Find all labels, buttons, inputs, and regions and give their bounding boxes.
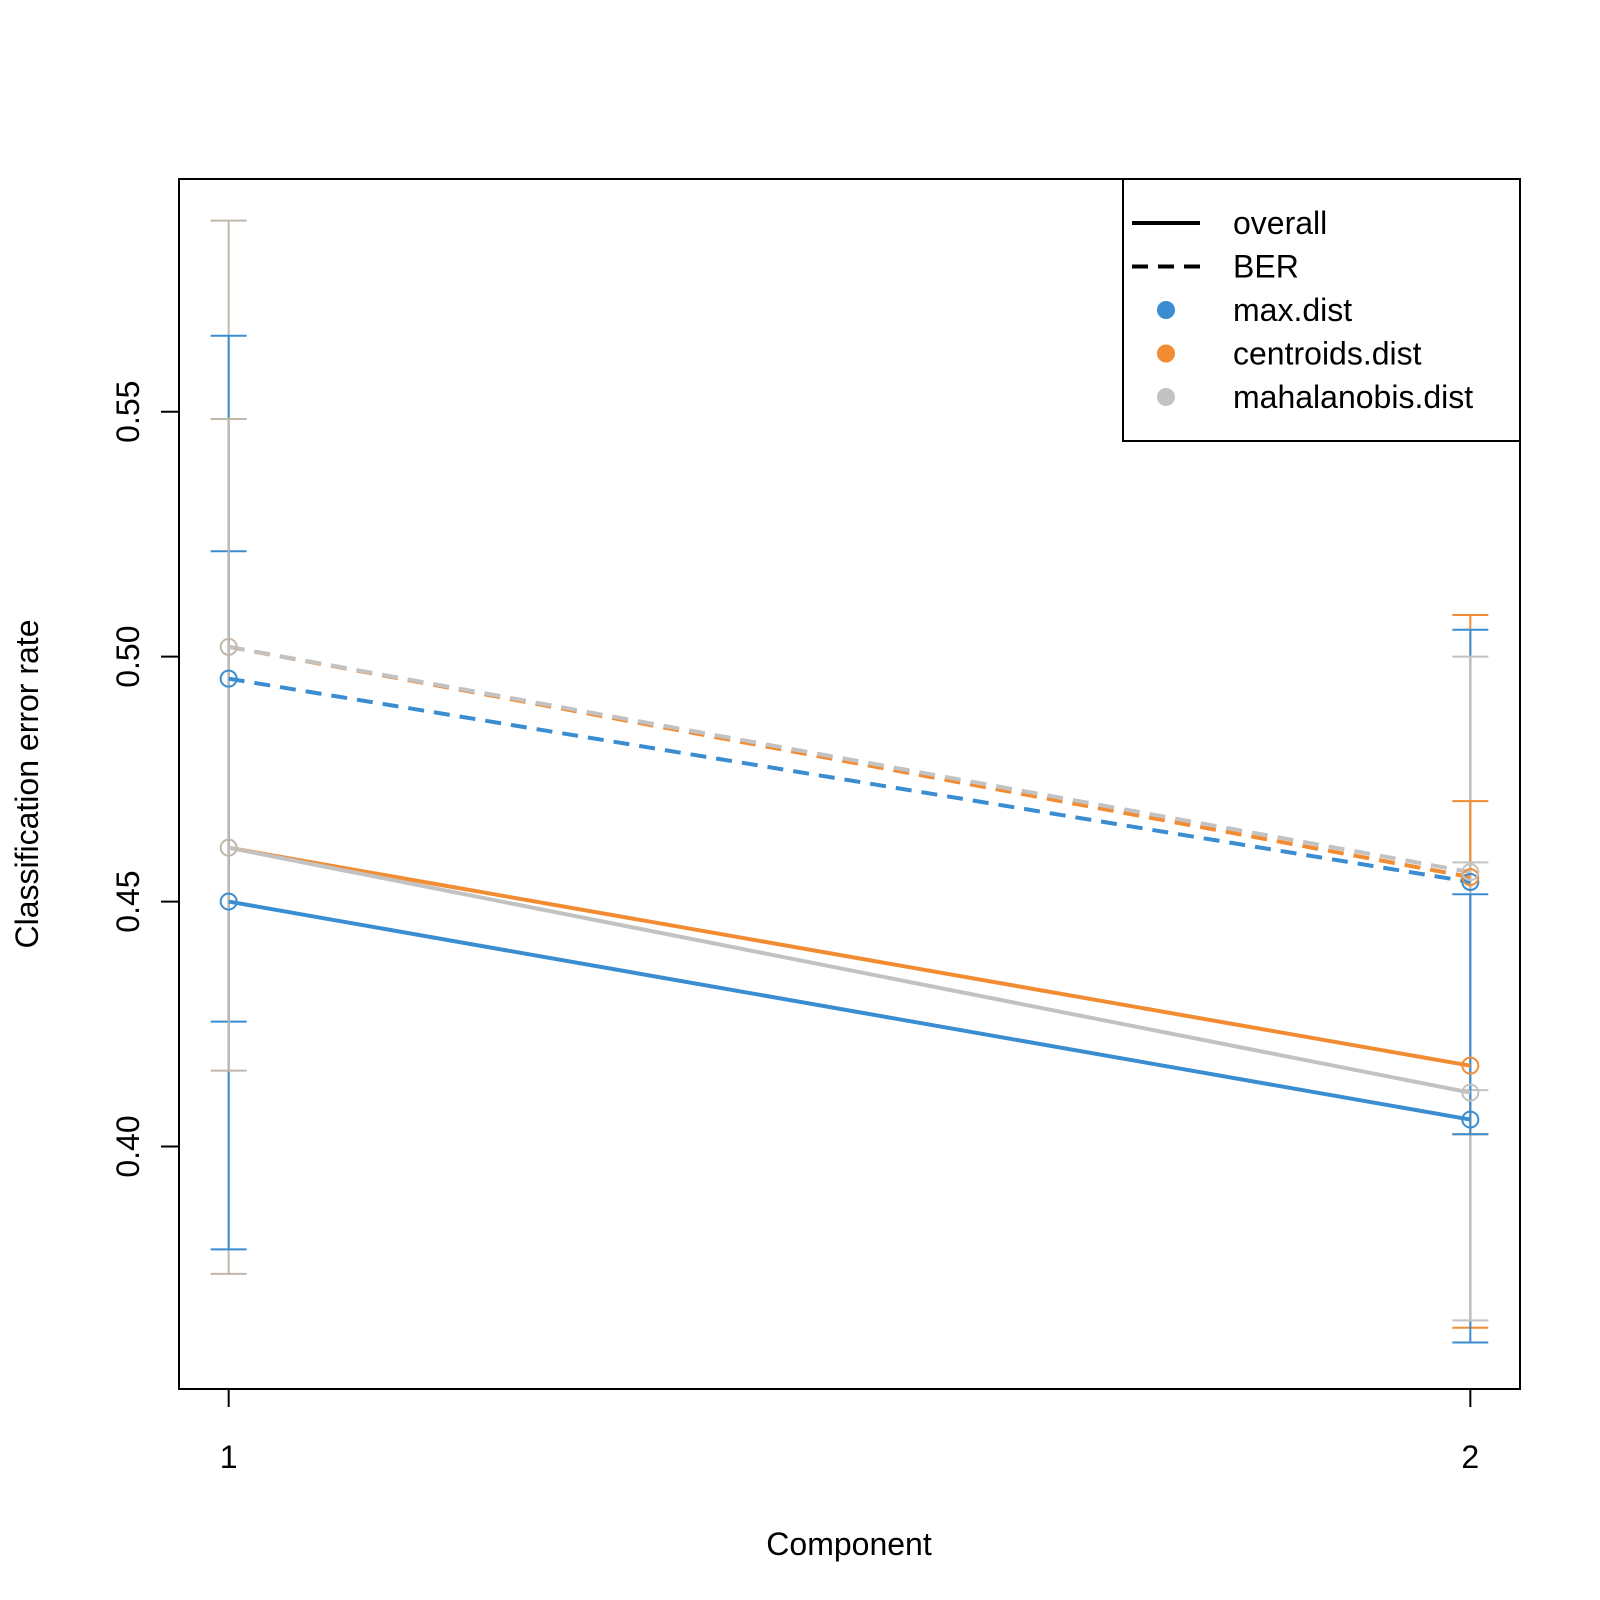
y-tick-label-1: 0.45 [110, 870, 146, 932]
line-overall-max-dist [228, 899, 1471, 1122]
marker-2 [219, 838, 238, 857]
legend-swatch-dot [1157, 344, 1175, 363]
legend-label: BER [1233, 249, 1299, 285]
marker-6 [1461, 1083, 1480, 1102]
error-bar-3 [210, 418, 247, 1072]
marker-3 [219, 637, 238, 656]
marker-7 [1461, 872, 1480, 891]
series-lines [228, 644, 1471, 1122]
error-bars [210, 219, 1489, 1344]
legend-item-overall: overall [1132, 205, 1327, 241]
y-tick-label-2: 0.50 [110, 625, 146, 687]
legend: overall BER max.dist centroids.dist mahalano… [1122, 178, 1521, 442]
y-tick-label-0: 0.40 [110, 1115, 146, 1177]
legend-item-mahalanobis-dist: mahalanobis.dist [1157, 379, 1473, 415]
legend-item-max-dist: max.dist [1157, 292, 1352, 328]
x-tick-label-0: 1 [220, 1439, 238, 1475]
marker-1 [219, 669, 238, 688]
marker-4 [1461, 1110, 1480, 1129]
legend-label: max.dist [1233, 292, 1352, 328]
legend-label: overall [1233, 205, 1327, 241]
x-tick-label-1: 2 [1461, 1439, 1479, 1475]
legend-label: centroids.dist [1233, 336, 1422, 372]
line-ber-max-dist [228, 676, 1471, 884]
marker-8 [1461, 868, 1480, 887]
y-axis-title: Classification error rate [9, 620, 45, 949]
marker-5 [1461, 1056, 1480, 1075]
line-overall-mahalanobis-dist [228, 845, 1471, 1095]
legend-label: mahalanobis.dist [1233, 379, 1473, 415]
legend-item-ber: BER [1132, 249, 1299, 285]
marker-0 [219, 892, 238, 911]
error-bar-9 [1452, 893, 1489, 1136]
line-ber-mahalanobis-dist [228, 644, 1471, 875]
marker-9 [1461, 863, 1480, 882]
legend-item-centroids-dist: centroids.dist [1157, 336, 1422, 372]
axes: 0.40 0.45 0.50 0.55 1 2 [110, 381, 1479, 1475]
line-overall-centroids-dist [228, 845, 1471, 1068]
x-axis-title: Component [766, 1526, 932, 1562]
legend-swatch-dot [1157, 388, 1175, 406]
point-markers [219, 637, 1480, 1129]
legend-swatch-dot [1157, 301, 1175, 319]
y-tick-label-3: 0.55 [110, 381, 146, 443]
